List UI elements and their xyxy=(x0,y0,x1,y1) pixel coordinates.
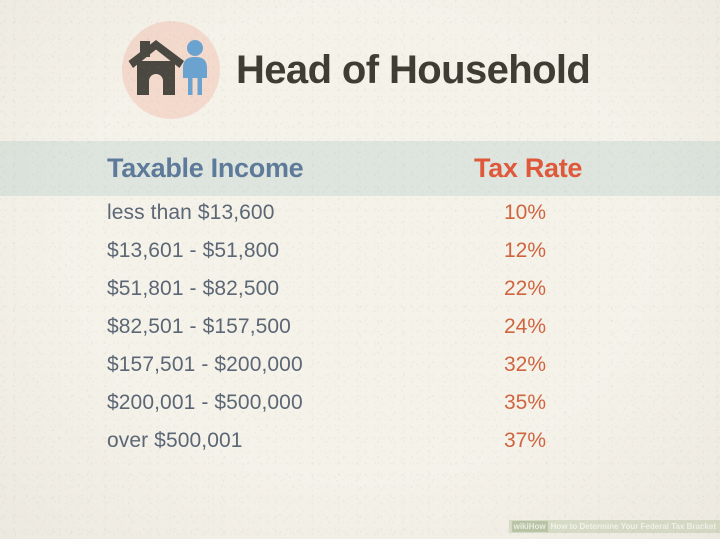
column-header-taxable-income: Taxable Income xyxy=(107,153,304,183)
tax-bracket-table: less than $13,600 10% $13,601 - $51,800 … xyxy=(0,196,720,462)
table-row: $157,501 - $200,000 32% xyxy=(0,348,720,386)
page-header: Head of Household xyxy=(0,0,720,140)
cell-tax-rate: 10% xyxy=(503,201,547,224)
table-row: $51,801 - $82,500 22% xyxy=(0,272,720,310)
cell-taxable-income: $51,801 - $82,500 xyxy=(107,277,280,300)
cell-taxable-income: $13,601 - $51,800 xyxy=(107,239,280,262)
cell-tax-rate: 32% xyxy=(503,353,547,376)
cell-taxable-income: $200,001 - $500,000 xyxy=(107,391,303,414)
table-row: $200,001 - $500,000 35% xyxy=(0,386,720,424)
page-title: Head of Household xyxy=(236,47,591,92)
cell-tax-rate: 22% xyxy=(503,277,547,300)
head-of-household-icon xyxy=(122,21,220,119)
cell-tax-rate: 35% xyxy=(503,391,547,414)
column-header-tax-rate: Tax Rate xyxy=(474,153,583,183)
cell-taxable-income: $157,501 - $200,000 xyxy=(107,353,303,376)
cell-taxable-income: $82,501 - $157,500 xyxy=(107,315,291,338)
table-header-band: Taxable Income Tax Rate xyxy=(0,141,720,196)
table-row: $13,601 - $51,800 12% xyxy=(0,234,720,272)
table-row: over $500,001 37% xyxy=(0,424,720,462)
table-row: less than $13,600 10% xyxy=(0,196,720,234)
table-row: $82,501 - $157,500 24% xyxy=(0,310,720,348)
cell-tax-rate: 12% xyxy=(503,239,547,262)
wikihow-watermark: wikiHow How to Determine Your Federal Ta… xyxy=(508,520,720,533)
cell-tax-rate: 24% xyxy=(503,315,547,338)
cell-tax-rate: 37% xyxy=(503,429,547,452)
cell-taxable-income: less than $13,600 xyxy=(107,201,275,224)
watermark-article-title: How to Determine Your Federal Tax Bracke… xyxy=(550,522,716,531)
cell-taxable-income: over $500,001 xyxy=(107,429,243,452)
wikihow-logo: wikiHow xyxy=(511,521,548,532)
